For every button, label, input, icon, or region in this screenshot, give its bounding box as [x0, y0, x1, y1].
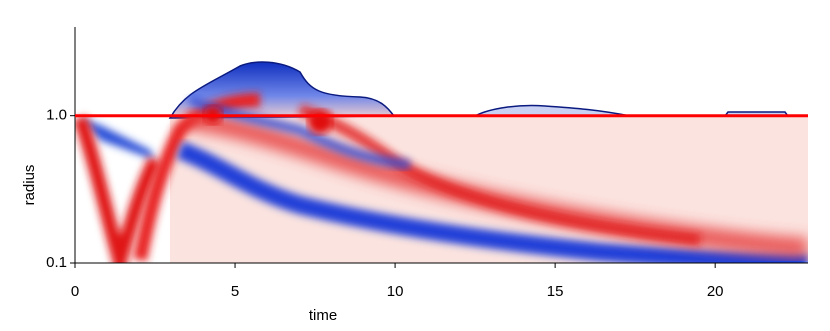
- red-band: [298, 104, 701, 246]
- y-tick-label: 1.0: [46, 107, 67, 124]
- blue-band: [188, 95, 411, 170]
- y-axis-label: radius: [21, 165, 38, 206]
- red-band: [133, 93, 261, 262]
- y-tick-label: 0.1: [46, 254, 67, 271]
- x-tick-label: 20: [707, 283, 724, 300]
- x-tick-label: 5: [231, 283, 239, 300]
- upper-envelope: [474, 104, 631, 117]
- x-tick-label: 15: [547, 283, 564, 300]
- blue-wedge: [80, 118, 155, 160]
- red-spot: [308, 110, 332, 134]
- x-axis-label: time: [309, 307, 337, 324]
- x-tick-label: 0: [71, 283, 79, 300]
- x-tick-label: 10: [387, 283, 404, 300]
- heatmap: [75, 61, 808, 263]
- red-band: [75, 115, 162, 263]
- blue-band: [176, 141, 808, 263]
